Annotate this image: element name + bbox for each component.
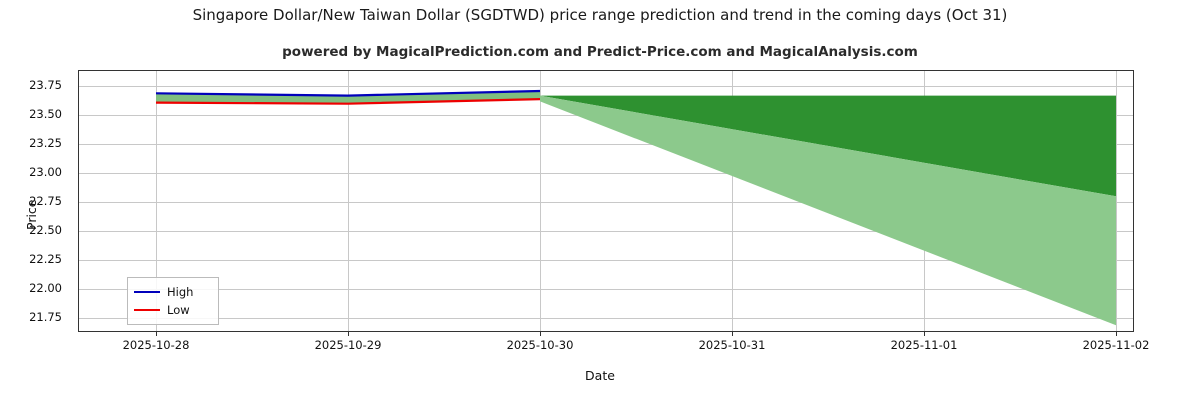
gridline-23.25 [79, 143, 1133, 145]
ytick-label: 22.75 [29, 193, 62, 208]
gridline-2025-10-30 [540, 71, 541, 331]
gridline-2025-10-29 [348, 71, 349, 331]
chart-series-layer [155, 89, 1116, 326]
page-title: Singapore Dollar/New Taiwan Dollar (SGDT… [192, 6, 1008, 24]
ytick-label: 23.25 [29, 135, 62, 150]
ytick-label: 23.50 [29, 106, 62, 121]
gridline-21.75 [79, 318, 1133, 320]
gridline-22.25 [79, 260, 1133, 262]
forecast-lower-band [540, 95, 1116, 326]
gridline-2025-10-31 [732, 71, 733, 331]
xtick-label: 2025-10-31 [698, 338, 766, 352]
legend-label-low: Low [167, 303, 190, 317]
gridline-22.00 [79, 289, 1133, 291]
chart-plot-area: High Low [78, 70, 1134, 336]
page-subtitle: powered by MagicalPrediction.com and Pre… [282, 44, 918, 60]
gridline-23.00 [79, 172, 1133, 174]
legend-swatch-high [134, 291, 160, 293]
ytick-label: 21.75 [29, 310, 62, 325]
xtick-label: 2025-10-30 [506, 338, 574, 352]
legend-item-high: High [134, 283, 212, 301]
gridline-23.75 [79, 85, 1133, 87]
ytick-label: 22.00 [29, 281, 62, 296]
xtickmark [924, 331, 925, 336]
y-axis-label: Price [24, 199, 39, 231]
low-series-line [155, 98, 541, 105]
xtickmark [540, 331, 541, 336]
xtick-label: 2025-10-28 [122, 338, 190, 352]
gridline-2025-10-28 [156, 71, 157, 331]
gridline-2025-11-02 [1116, 71, 1117, 331]
xtickmark [1116, 331, 1117, 336]
xtickmark [732, 331, 733, 336]
ytick-label: 23.75 [29, 77, 62, 92]
xtickmark [156, 331, 157, 336]
gridline-22.75 [79, 201, 1133, 203]
xtick-label: 2025-11-01 [890, 338, 958, 352]
high-series-line [155, 89, 541, 97]
ytick-label: 23.00 [29, 164, 62, 179]
legend-item-low: Low [134, 301, 212, 319]
legend-label-high: High [167, 285, 194, 299]
xtickmark [348, 331, 349, 336]
chart-legend: High Low [127, 277, 219, 325]
legend-swatch-low [134, 309, 160, 311]
x-axis-label: Date [585, 368, 615, 383]
ytick-label: 22.25 [29, 252, 62, 267]
xtick-label: 2025-11-02 [1082, 338, 1150, 352]
ytick-label: 22.50 [29, 223, 62, 237]
xtick-label: 2025-10-29 [314, 338, 382, 352]
gridline-22.50 [79, 231, 1133, 232]
